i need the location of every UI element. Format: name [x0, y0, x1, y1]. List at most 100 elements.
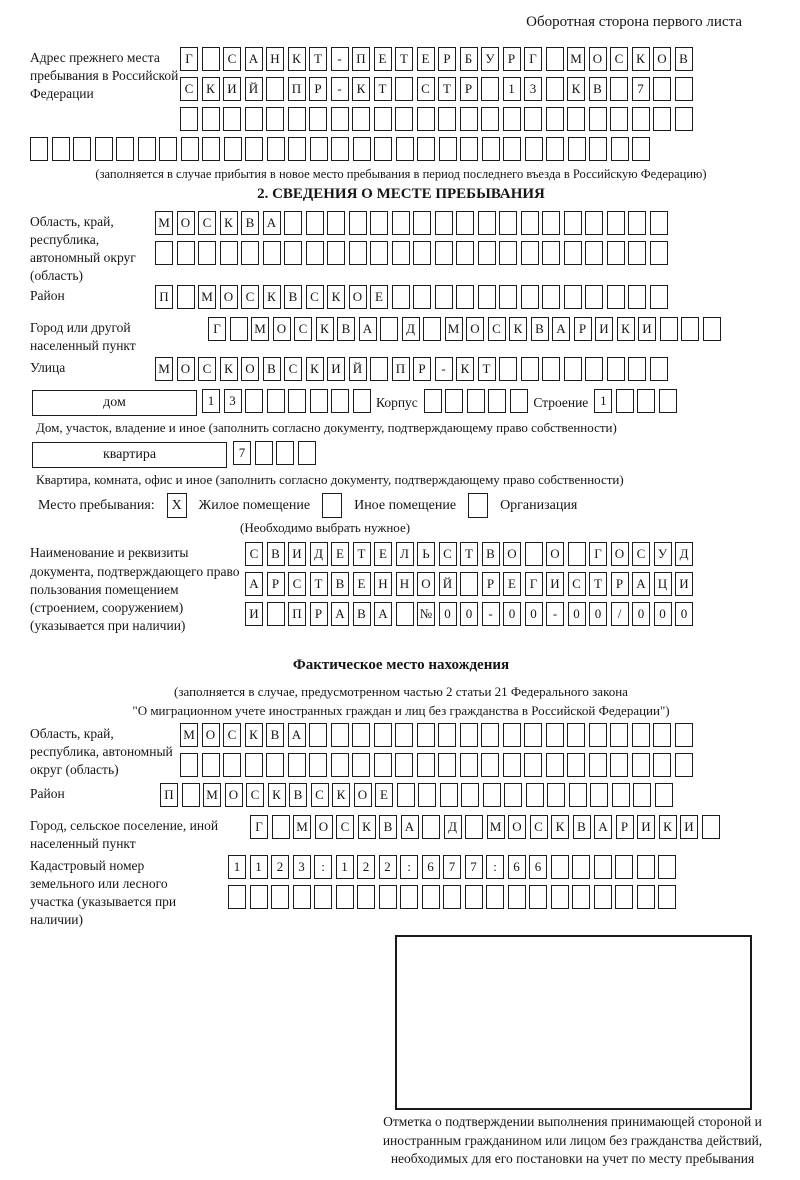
house-type-box[interactable]: дом — [32, 389, 197, 416]
char-box[interactable] — [456, 211, 474, 235]
char-box[interactable] — [545, 77, 564, 101]
char-box[interactable] — [563, 211, 582, 235]
char-box[interactable] — [305, 211, 324, 235]
char-box[interactable]: П — [391, 357, 410, 382]
char-box[interactable] — [481, 752, 499, 777]
char-box[interactable]: К — [456, 357, 474, 382]
char-box[interactable]: Р — [610, 572, 629, 597]
char-box[interactable] — [378, 885, 397, 910]
char-box[interactable] — [434, 211, 453, 235]
char-box[interactable]: 1 — [249, 855, 268, 880]
char-box[interactable] — [654, 782, 673, 807]
char-box[interactable] — [416, 722, 435, 747]
char-box[interactable] — [422, 814, 440, 839]
apartment-type-box[interactable]: квартира — [32, 441, 227, 468]
char-box[interactable] — [674, 77, 693, 101]
char-box[interactable]: С — [416, 77, 435, 101]
char-box[interactable] — [309, 107, 327, 131]
char-box[interactable] — [309, 722, 327, 747]
char-box[interactable]: К — [332, 782, 350, 807]
char-box[interactable]: И — [223, 77, 241, 101]
char-box[interactable]: - — [434, 357, 453, 382]
char-box[interactable]: Р — [615, 814, 634, 839]
char-box[interactable]: Й — [438, 572, 457, 597]
char-box[interactable] — [94, 137, 113, 161]
char-box[interactable] — [477, 285, 496, 310]
char-box[interactable]: О — [272, 317, 291, 342]
char-box[interactable] — [633, 782, 651, 807]
char-box[interactable] — [649, 285, 668, 310]
char-box[interactable] — [73, 137, 91, 161]
char-box[interactable] — [434, 241, 453, 265]
char-box[interactable] — [465, 814, 483, 839]
char-box[interactable]: С — [245, 542, 263, 567]
char-box[interactable]: А — [552, 317, 570, 342]
char-box[interactable] — [628, 211, 646, 235]
char-box[interactable] — [327, 241, 345, 265]
char-box[interactable] — [352, 722, 370, 747]
char-box[interactable]: А — [400, 814, 419, 839]
char-box[interactable]: С — [223, 47, 241, 71]
char-box[interactable]: В — [588, 77, 607, 101]
other-premises-checkbox[interactable] — [322, 493, 343, 519]
char-box[interactable] — [502, 752, 521, 777]
char-box[interactable]: 0 — [524, 602, 543, 627]
char-box[interactable] — [481, 722, 499, 747]
char-box[interactable] — [297, 441, 316, 466]
char-box[interactable]: О — [353, 782, 372, 807]
char-box[interactable]: О — [546, 542, 564, 567]
char-box[interactable] — [563, 357, 582, 382]
char-box[interactable]: - — [481, 602, 500, 627]
char-box[interactable]: Ц — [653, 572, 672, 597]
char-box[interactable] — [653, 752, 671, 777]
char-box[interactable]: М — [203, 782, 221, 807]
char-box[interactable]: 1 — [335, 855, 354, 880]
char-box[interactable] — [632, 137, 650, 161]
char-box[interactable] — [288, 137, 306, 161]
char-box[interactable] — [482, 782, 501, 807]
char-box[interactable] — [373, 722, 392, 747]
char-box[interactable]: Д — [443, 814, 462, 839]
char-box[interactable]: И — [675, 572, 693, 597]
char-box[interactable] — [229, 317, 248, 342]
char-box[interactable] — [563, 241, 582, 265]
char-box[interactable] — [546, 137, 564, 161]
char-box[interactable] — [223, 137, 242, 161]
char-box[interactable]: К — [201, 77, 220, 101]
char-box[interactable] — [330, 107, 349, 131]
char-box[interactable] — [611, 782, 630, 807]
char-box[interactable]: В — [262, 357, 281, 382]
char-box[interactable]: 2 — [271, 855, 289, 880]
char-box[interactable]: Й — [348, 357, 367, 382]
char-box[interactable] — [416, 107, 435, 131]
char-box[interactable] — [198, 241, 216, 265]
char-box[interactable]: Г — [589, 542, 607, 567]
char-box[interactable]: О — [201, 722, 220, 747]
char-box[interactable] — [245, 389, 263, 414]
char-box[interactable] — [459, 107, 478, 131]
char-box[interactable] — [572, 885, 590, 910]
char-box[interactable]: М — [251, 317, 269, 342]
char-box[interactable] — [292, 885, 311, 910]
char-box[interactable]: 0 — [675, 602, 693, 627]
char-box[interactable] — [309, 137, 328, 161]
char-box[interactable]: К — [658, 814, 677, 839]
char-box[interactable] — [477, 211, 496, 235]
char-box[interactable] — [288, 389, 306, 414]
char-box[interactable] — [525, 782, 544, 807]
char-box[interactable]: С — [284, 357, 302, 382]
char-box[interactable]: И — [288, 542, 306, 567]
char-box[interactable]: Р — [459, 77, 478, 101]
char-box[interactable] — [649, 211, 668, 235]
char-box[interactable] — [266, 77, 284, 101]
char-box[interactable]: К — [305, 357, 324, 382]
char-box[interactable] — [352, 137, 371, 161]
char-box[interactable] — [348, 241, 367, 265]
char-box[interactable]: О — [508, 814, 526, 839]
char-box[interactable]: С — [310, 782, 329, 807]
char-box[interactable] — [443, 885, 461, 910]
char-box[interactable] — [593, 885, 612, 910]
char-box[interactable] — [249, 885, 268, 910]
char-box[interactable] — [658, 389, 677, 414]
char-box[interactable] — [572, 855, 590, 880]
